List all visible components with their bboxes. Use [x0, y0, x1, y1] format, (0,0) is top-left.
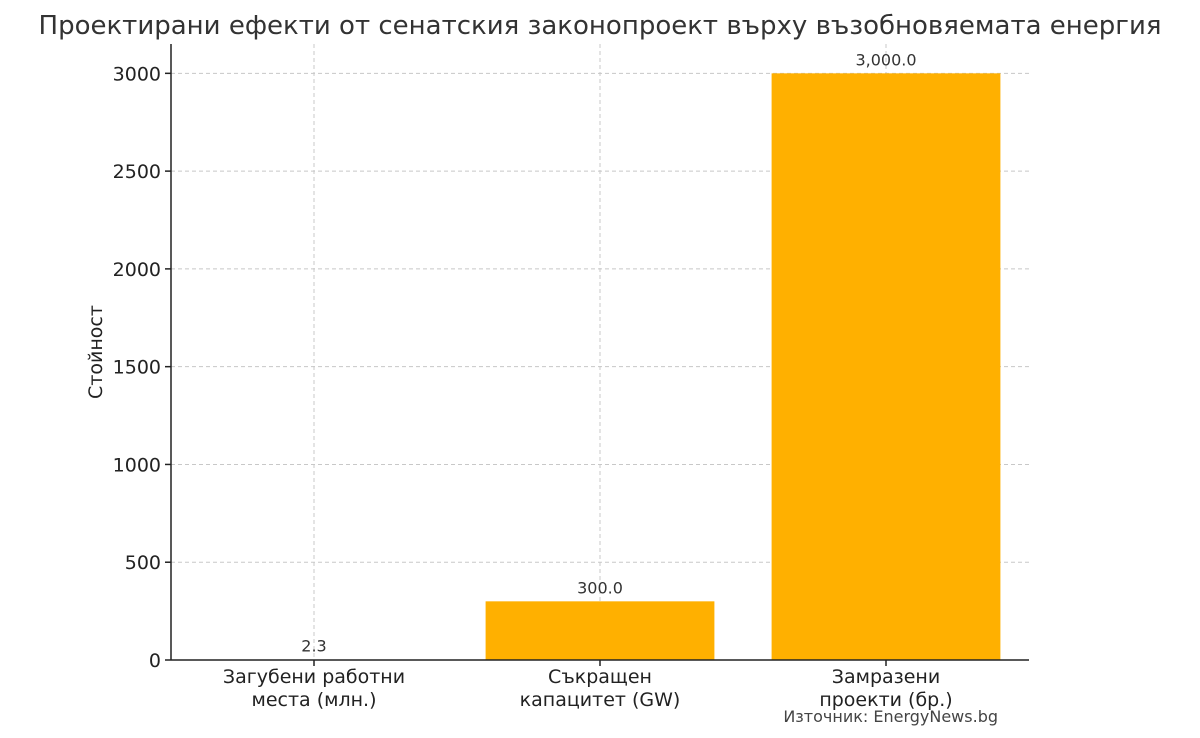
y-axis-ticks: 0 500 1000 1500 2000 2500 3000 — [113, 63, 171, 672]
y-tick-label: 0 — [149, 650, 161, 672]
y-tick-label: 500 — [125, 552, 161, 574]
x-tick-label: Замразени — [832, 666, 940, 688]
x-tick-label: Съкращен — [548, 666, 652, 688]
y-tick-label: 1500 — [113, 357, 161, 379]
bar — [485, 601, 715, 660]
data-label: 300.0 — [577, 578, 623, 597]
y-axis-label: Стойност — [85, 305, 107, 399]
source-note: Източник: EnergyNews.bg — [783, 707, 998, 726]
bar — [771, 73, 1001, 661]
y-tick-label: 3000 — [113, 63, 161, 85]
y-tick-label: 1000 — [113, 454, 161, 476]
bars — [199, 73, 1001, 661]
y-tick-label: 2500 — [113, 161, 161, 183]
x-tick-label: проекти (бр.) — [819, 689, 952, 711]
x-tick-label: Загубени работни — [223, 666, 405, 688]
y-tick-label: 2000 — [113, 259, 161, 281]
x-tick-label: места (млн.) — [252, 689, 377, 711]
x-tick-label: капацитет (GW) — [520, 689, 681, 711]
data-label: 2.3 — [301, 637, 326, 656]
data-labels: 2.3 300.0 3,000.0 — [301, 50, 916, 655]
data-label: 3,000.0 — [855, 50, 916, 69]
chart-title: Проектирани ефекти от сенатския законопр… — [39, 11, 1162, 41]
